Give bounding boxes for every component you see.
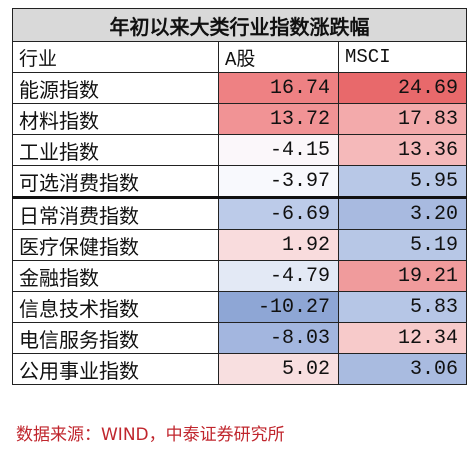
data-row: 日常消费指数 -6.69 3.20	[12, 197, 467, 230]
value-cell: 1.92	[218, 229, 339, 261]
industry-cell: 工业指数	[12, 134, 219, 166]
value-cell: 5.19	[338, 229, 467, 261]
value-cell: 24.69	[338, 72, 467, 104]
source-note: 数据来源：WIND，中泰证券研究所	[16, 425, 285, 445]
value-cell: 13.72	[218, 103, 339, 135]
industry-cell: 材料指数	[12, 103, 219, 135]
value-cell: -10.27	[218, 291, 339, 323]
industry-cell: 电信服务指数	[12, 322, 219, 354]
header-cell: A股	[218, 41, 339, 73]
data-row: 公用事业指数 5.02 3.06	[12, 353, 467, 385]
data-row: 金融指数 -4.79 19.21	[12, 260, 467, 292]
value-cell: 19.21	[338, 260, 467, 292]
industry-cell: 日常消费指数	[12, 197, 219, 230]
industry-cell: 能源指数	[12, 72, 219, 104]
data-row: 电信服务指数 -8.03 12.34	[12, 322, 467, 354]
table-title: 年初以来大类行业指数涨跌幅	[12, 8, 467, 42]
industry-cell: 可选消费指数	[12, 165, 219, 199]
value-cell: -4.79	[218, 260, 339, 292]
data-row: 工业指数 -4.15 13.36	[12, 134, 467, 166]
value-cell: 12.34	[338, 322, 467, 354]
data-row: 材料指数 13.72 17.83	[12, 103, 467, 135]
value-cell: 5.02	[218, 353, 339, 385]
value-cell: -3.97	[218, 165, 339, 199]
industry-cell: 医疗保健指数	[12, 229, 219, 261]
value-cell: -8.03	[218, 322, 339, 354]
industry-cell: 信息技术指数	[12, 291, 219, 323]
value-cell: -4.15	[218, 134, 339, 166]
header-cell: MSCI	[338, 41, 467, 73]
industry-cell: 金融指数	[12, 260, 219, 292]
value-cell: 5.95	[338, 165, 467, 199]
data-row: 医疗保健指数 1.92 5.19	[12, 229, 467, 261]
value-cell: -6.69	[218, 197, 339, 230]
value-cell: 16.74	[218, 72, 339, 104]
value-cell: 17.83	[338, 103, 467, 135]
table-container: 年初以来大类行业指数涨跌幅 行业 A股 MSCI 能源指数 16.74 24.69 材料指数…	[12, 8, 467, 385]
value-cell: 3.20	[338, 197, 467, 230]
data-row: 能源指数 16.74 24.69	[12, 72, 467, 104]
header-row: 行业 A股 MSCI	[12, 41, 467, 73]
title-row: 年初以来大类行业指数涨跌幅	[12, 8, 467, 42]
table: 年初以来大类行业指数涨跌幅 行业 A股 MSCI 能源指数 16.74 24.69 材料指数…	[12, 8, 467, 385]
value-cell: 3.06	[338, 353, 467, 385]
data-row: 信息技术指数 -10.27 5.83	[12, 291, 467, 323]
data-row: 可选消费指数 -3.97 5.95	[12, 165, 467, 199]
value-cell: 13.36	[338, 134, 467, 166]
header-cell: 行业	[12, 41, 219, 73]
value-cell: 5.83	[338, 291, 467, 323]
industry-cell: 公用事业指数	[12, 353, 219, 385]
